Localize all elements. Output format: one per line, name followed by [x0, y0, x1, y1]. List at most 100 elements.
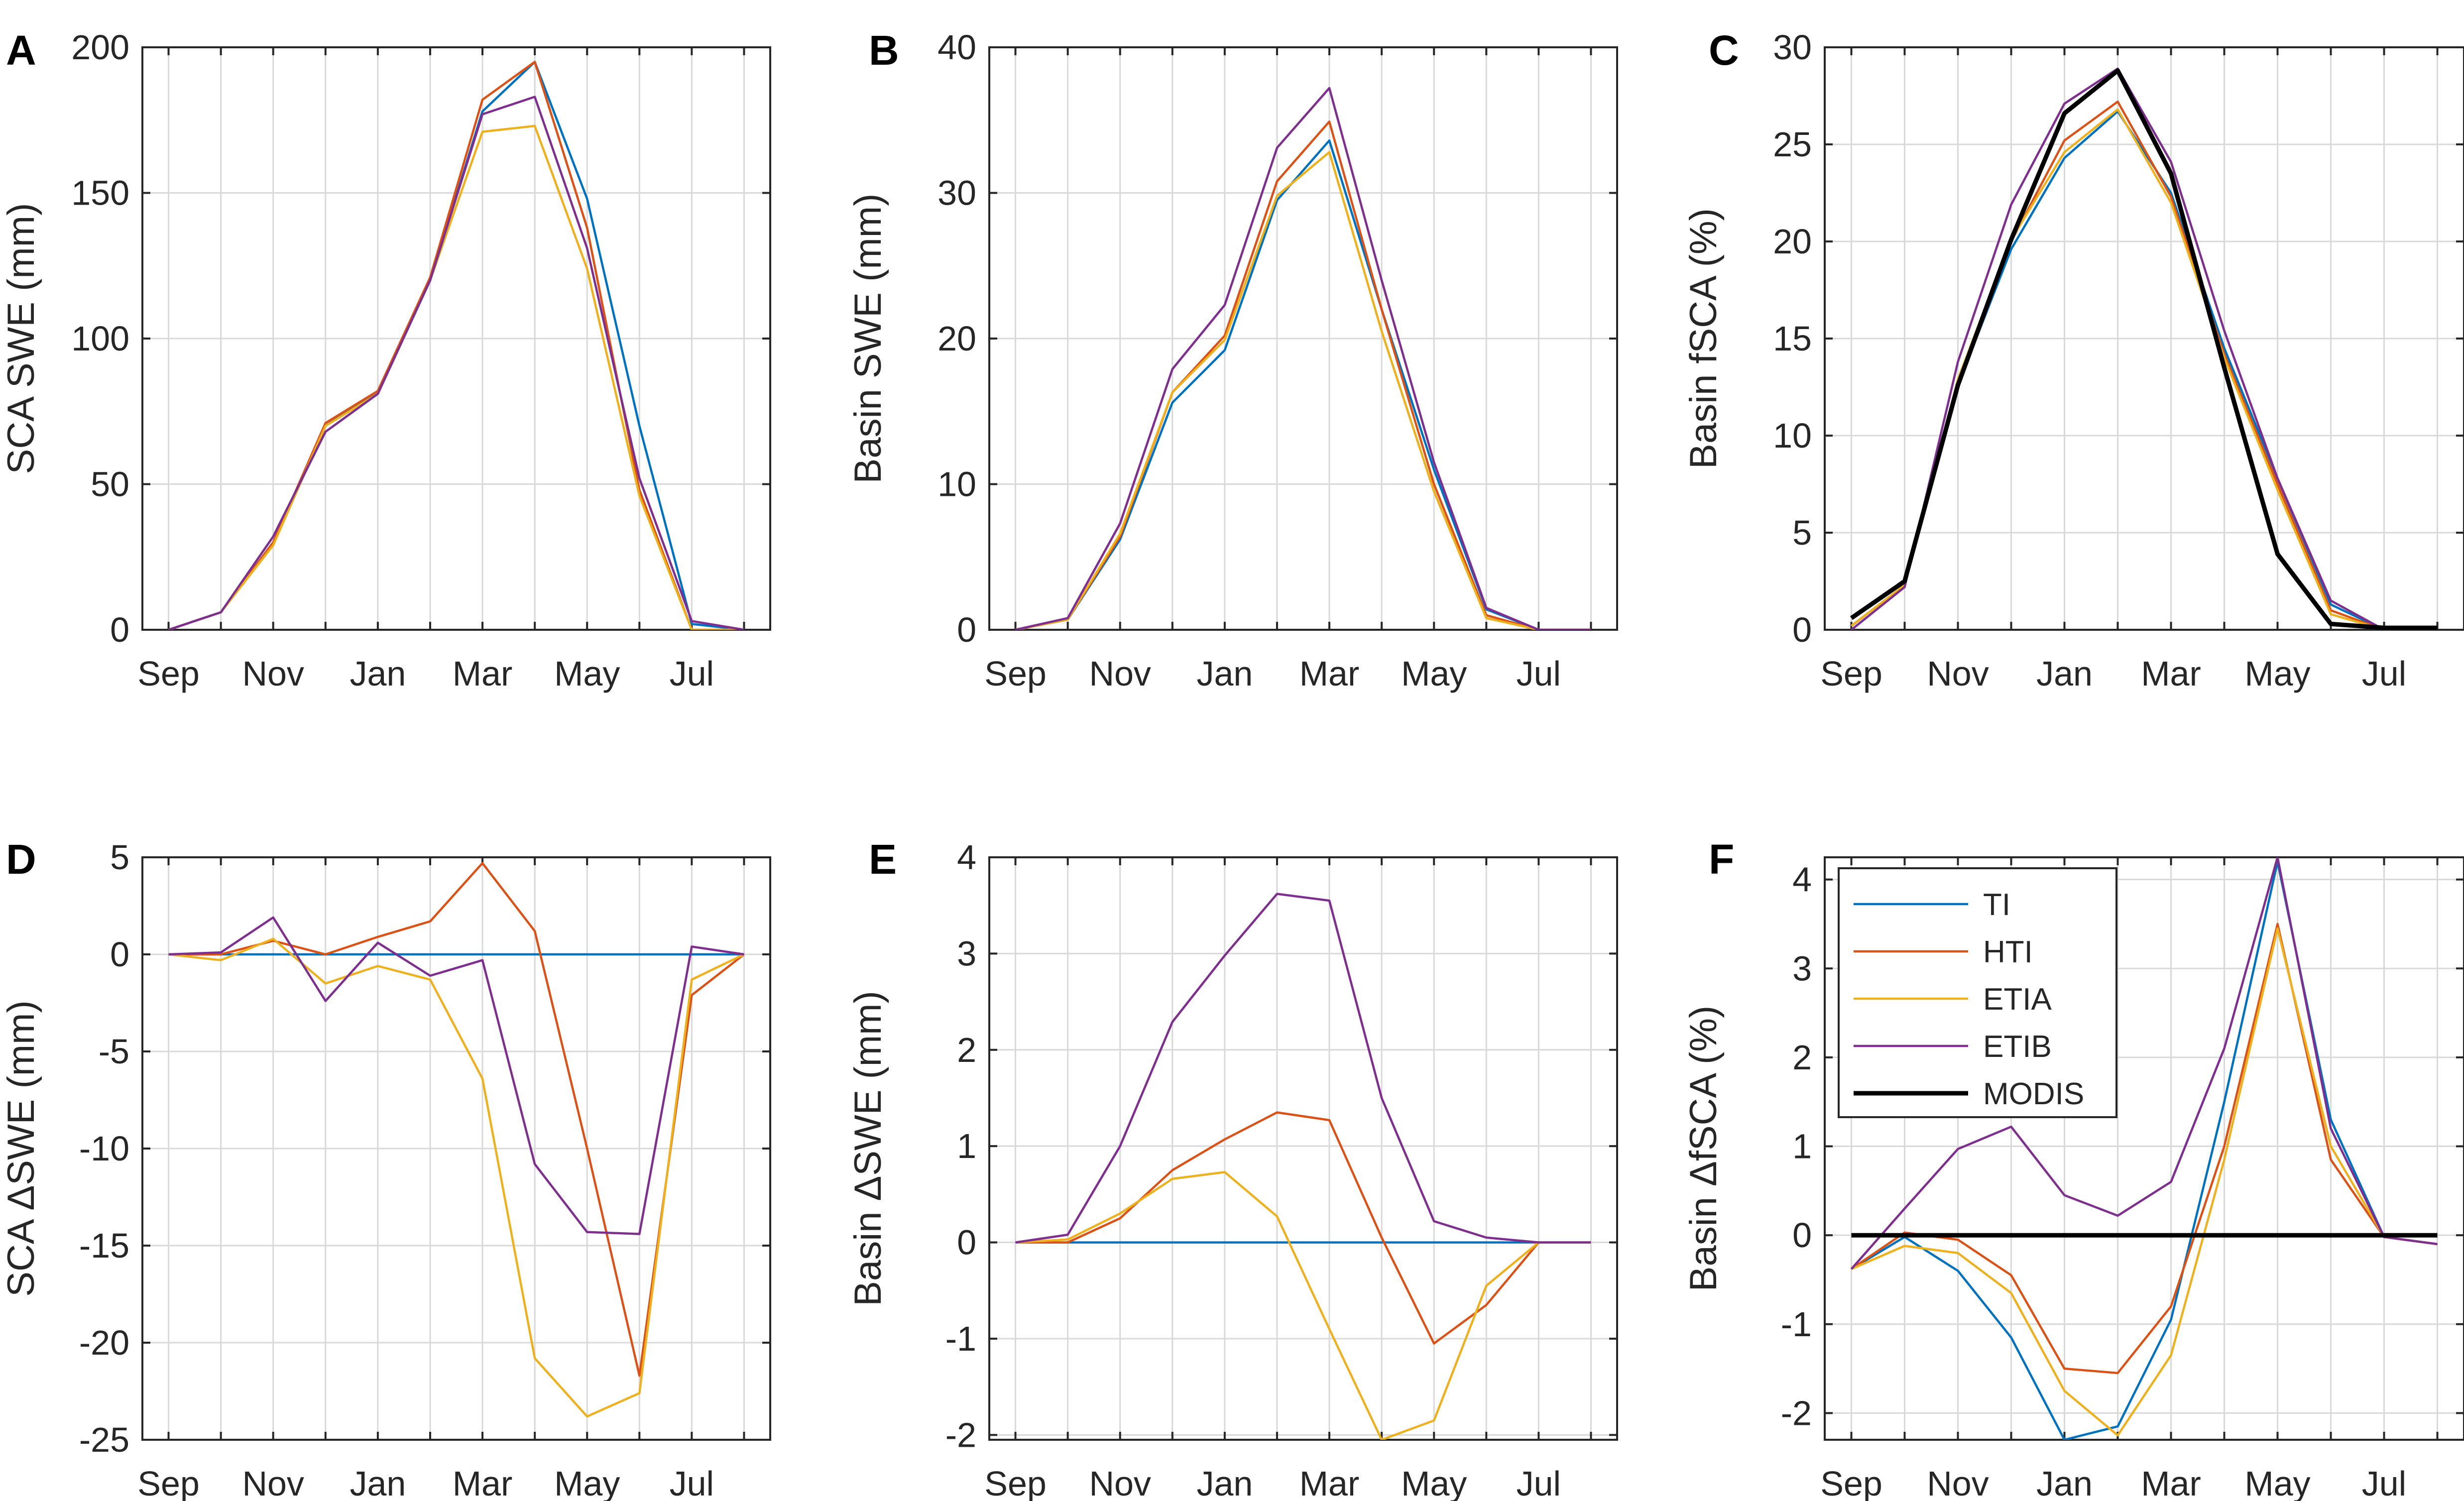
panel-e-ytick-label: -2: [945, 1415, 976, 1454]
panel-d-letter: D: [6, 836, 36, 883]
panel-d-series-etia: [168, 937, 745, 1418]
panel-b-xtick-label: Nov: [1089, 654, 1151, 693]
legend-label-etib: ETIB: [1983, 1030, 2052, 1064]
panel-f-series-hti: [1851, 923, 2438, 1375]
panel-b-series-etib: [1015, 87, 1591, 630]
panel-d-xtick-label: Nov: [242, 1464, 304, 1501]
panel-b-ytick-label: 0: [957, 610, 976, 649]
panel-c-series-modis: [1850, 68, 2438, 630]
panel-d-xtick-label: Sep: [137, 1464, 200, 1501]
legend: TI HTI ETIA ETIB MODIS: [1838, 867, 2117, 1118]
panel-c-ytick-label: 5: [1792, 513, 1812, 552]
panel-c-xtick-label: May: [2244, 654, 2310, 693]
panel-f-ytick-label: 1: [1792, 1127, 1812, 1166]
panel-b-ytick-label: 10: [938, 465, 976, 504]
panel-b-xtick-label: Sep: [984, 654, 1047, 693]
panel-e-ytick-label: 0: [957, 1223, 976, 1262]
panel-a-xtick-label: Jul: [670, 654, 714, 693]
panel-f-series-etia: [1851, 927, 2438, 1437]
panel-e-ytick-label: 1: [957, 1127, 976, 1165]
panel-f-grid: [1825, 857, 2464, 1440]
panel-a-xtick-label: May: [554, 654, 620, 693]
panel-d-ytick-label: -25: [79, 1420, 129, 1459]
panel-e-xtick-label: Mar: [1299, 1464, 1360, 1501]
panel-a: A 0 50 100 150 200 Sep Nov Jan Mar May Jul SCA SWE (…: [0, 27, 771, 693]
panel-f-xtick-label: Jan: [2036, 1464, 2093, 1501]
panel-e: E -2 -1 0 1 2 3 4 Sep Nov Jan Mar May Jul Basin ΔSWE (…: [847, 836, 1618, 1501]
panel-a-xtick-label: Sep: [137, 654, 200, 693]
panel-d-xtick-label: May: [554, 1464, 620, 1501]
panel-e-series-etia: [1015, 1171, 1591, 1440]
panel-c-xtick-label: Jan: [2036, 654, 2093, 693]
panel-f-ylabel: Basin ΔfSCA (%): [1682, 1006, 1725, 1292]
panel-d-series-group: [168, 862, 745, 1418]
panel-c-ytick-label: 0: [1792, 610, 1812, 649]
panel-f-xtick-label: May: [2244, 1464, 2310, 1501]
panel-f: F -2 -1 0 1 2 3 4 Sep Nov Jan Mar May Jul Basin ΔfSCA …: [1682, 836, 2464, 1501]
panel-e-ytick-label: 2: [957, 1031, 976, 1069]
legend-label-hti: HTI: [1983, 935, 2033, 969]
panel-a-ytick-label: 0: [110, 610, 129, 649]
panel-f-series-etib: [1850, 857, 2438, 1270]
panel-c-ytick-label: 15: [1773, 319, 1812, 358]
panel-a-ytick-label: 50: [91, 465, 129, 504]
panel-f-letter: F: [1709, 836, 1734, 883]
panel-f-ytick-label: -2: [1781, 1393, 1812, 1432]
panel-c-ytick-label: 30: [1773, 28, 1812, 67]
panel-d-ytick-label: -5: [99, 1032, 129, 1071]
panel-a-series-etib: [168, 96, 744, 630]
panel-e-ytick-label: 3: [957, 934, 976, 973]
panel-f-axes-box: [1824, 856, 2464, 1441]
panel-e-series-hti: [1015, 1111, 1591, 1345]
panel-e-ylabel: Basin ΔSWE (mm): [847, 991, 889, 1306]
panel-d-ytick-label: -10: [79, 1129, 129, 1168]
panel-d-ylabel: SCA ΔSWE (mm): [0, 1000, 42, 1296]
panel-d: D -25 -20 -15 -10 -5 0 5 Sep Nov Jan Mar May Jul SCA Δ…: [0, 836, 771, 1501]
panel-a-ylabel: SCA SWE (mm): [0, 203, 42, 474]
panel-f-xtick-label: Mar: [2141, 1464, 2201, 1501]
panel-a-xtick-label: Mar: [453, 654, 513, 693]
panel-e-series-etib: [1015, 893, 1591, 1244]
panel-a-ytick-label: 200: [71, 28, 129, 67]
legend-box: [1838, 867, 2117, 1118]
panel-b-xtick-label: Jan: [1196, 654, 1253, 693]
panel-f-ytick-label: -1: [1781, 1305, 1812, 1344]
panel-c-ylabel: Basin fSCA (%): [1682, 208, 1725, 469]
panel-b-xtick-label: Jul: [1517, 654, 1561, 693]
panel-a-ytick-label: 150: [71, 174, 129, 213]
panel-b-letter: B: [869, 27, 899, 74]
panel-e-xtick-label: Nov: [1089, 1464, 1151, 1501]
panel-d-ytick-label: 0: [110, 935, 129, 974]
panel-f-series-ti: [1851, 860, 2438, 1440]
panel-d-xtick-label: Jan: [350, 1464, 406, 1501]
panel-b-series-group: [1015, 87, 1591, 630]
panel-d-ytick-label: -20: [79, 1323, 129, 1362]
legend-label-modis: MODIS: [1983, 1077, 2084, 1111]
panel-b-ylabel: Basin SWE (mm): [847, 194, 889, 484]
panel-c-series-etib: [1851, 67, 2438, 630]
panel-b-series-hti: [1015, 120, 1591, 630]
panel-b: B 0 10 20 30 40 Sep Nov Jan Mar May Jul Basin SWE (m…: [847, 27, 1618, 693]
panel-b-ytick-label: 20: [938, 319, 976, 358]
panel-b-ytick-label: 30: [938, 174, 976, 213]
panel-c-series-group: [1850, 67, 2438, 630]
panel-b-xtick-label: May: [1401, 654, 1467, 693]
panel-a-grid: [142, 46, 770, 631]
panel-f-ytick-label: 3: [1792, 949, 1812, 988]
panel-b-ytick-label: 40: [938, 28, 976, 67]
panel-e-xtick-label: Jul: [1517, 1464, 1561, 1501]
panel-d-xtick-label: Mar: [453, 1464, 513, 1501]
panel-f-ytick-label: 0: [1792, 1216, 1812, 1255]
panel-c: C 0 5 10 15 20 25 30 Sep Nov Jan Mar May Jul Basin fSC…: [1682, 27, 2464, 693]
panel-b-xtick-label: Mar: [1299, 654, 1360, 693]
panel-b-series-etia: [1015, 151, 1591, 630]
panel-d-ytick-label: 5: [110, 838, 129, 877]
panel-f-xtick-label: Sep: [1820, 1464, 1882, 1501]
panel-e-xtick-label: May: [1401, 1464, 1467, 1501]
panel-a-series-group: [168, 61, 744, 630]
panel-d-ytick-label: -15: [79, 1226, 129, 1265]
panel-c-letter: C: [1709, 27, 1739, 74]
